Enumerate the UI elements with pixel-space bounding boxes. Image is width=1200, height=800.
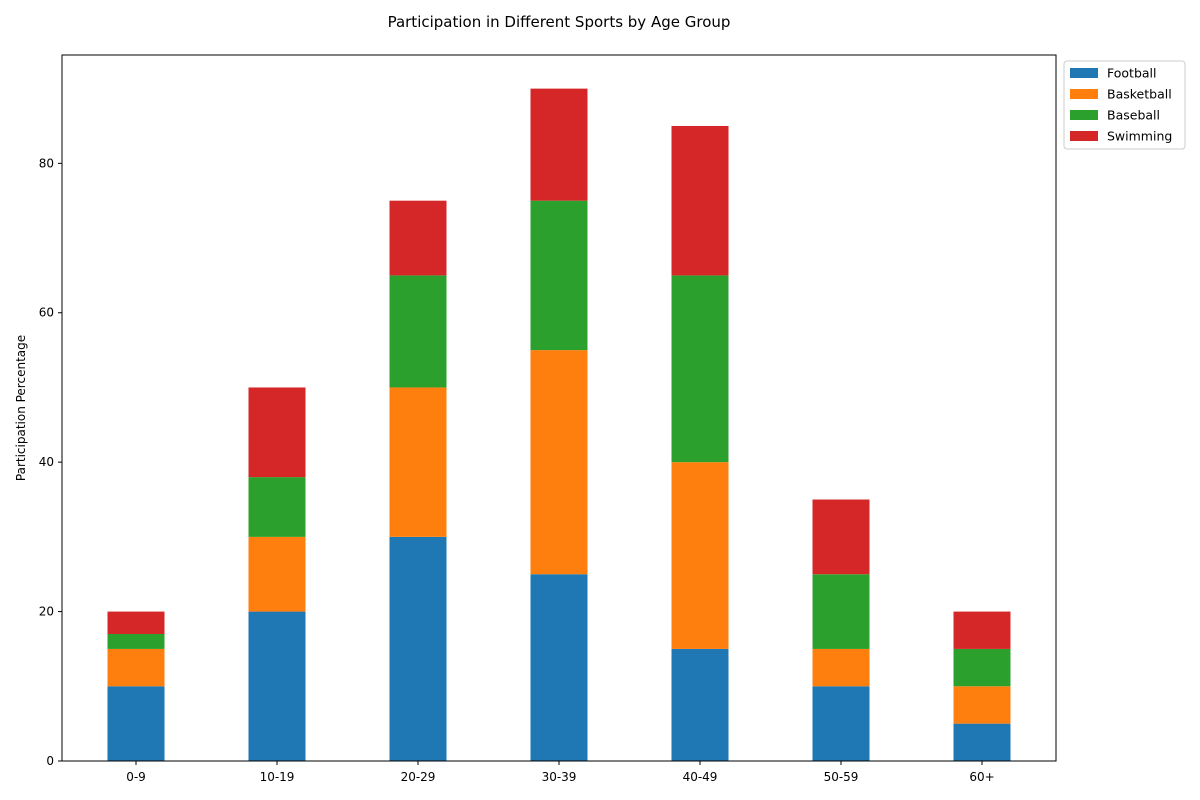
bar-football-50-59 [812,686,870,761]
x-tick-label: 50-59 [824,770,859,784]
bar-swimming-10-19 [248,387,306,478]
axes-group: 0-9 10-19 20-29 30-39 40-49 50-59 60+ 0 20 40 60 80 [39,54,1057,784]
x-tick-label: 0-9 [126,770,146,784]
bar-baseball-10-19 [248,477,306,537]
legend: Football Basketball Baseball Swimming [1063,60,1186,150]
legend-swatch-baseball [1070,110,1098,120]
bar-swimming-60+ [953,611,1011,649]
bar-football-60+ [953,723,1011,761]
bar-swimming-40-49 [671,125,729,276]
chart-title: Participation in Different Sports by Age… [388,13,731,31]
y-tick-label: 80 [39,156,54,170]
legend-label-swimming: Swimming [1107,129,1172,144]
bar-swimming-20-29 [389,200,447,276]
x-tick-label: 40-49 [683,770,718,784]
bar-baseball-30-39 [530,200,588,351]
bars-group [107,88,1011,761]
bar-baseball-50-59 [812,574,870,649]
bar-football-30-39 [530,574,588,761]
bar-baseball-0-9 [107,633,165,649]
bar-swimming-30-39 [530,88,588,201]
bar-swimming-0-9 [107,611,165,634]
bar-baseball-20-29 [389,275,447,388]
bar-basketball-30-39 [530,350,588,575]
bar-football-40-49 [671,648,729,761]
legend-swatch-football [1070,68,1098,78]
bar-basketball-50-59 [812,648,870,687]
legend-box [1063,60,1186,150]
bar-basketball-0-9 [107,648,165,687]
bar-football-20-29 [389,536,447,761]
bar-football-10-19 [248,611,306,761]
x-tick-label: 20-29 [401,770,436,784]
bar-baseball-60+ [953,648,1011,687]
bar-basketball-10-19 [248,536,306,612]
legend-label-football: Football [1107,66,1156,81]
bar-basketball-40-49 [671,462,729,649]
y-tick-label: 0 [46,754,54,768]
x-tick-label: 30-39 [542,770,577,784]
bar-football-0-9 [107,686,165,761]
x-tick-label: 10-19 [260,770,295,784]
bar-swimming-50-59 [812,499,870,575]
legend-swatch-swimming [1070,131,1098,141]
legend-swatch-basketball [1070,89,1098,99]
legend-label-baseball: Baseball [1107,108,1160,123]
y-tick-label: 20 [39,605,54,619]
bar-basketball-60+ [953,686,1011,724]
y-axis-label: Participation Percentage [14,335,28,481]
y-tick-label: 60 [39,306,54,320]
bar-baseball-40-49 [671,275,729,463]
bar-basketball-20-29 [389,387,447,537]
legend-label-basketball: Basketball [1107,87,1172,102]
y-tick-label: 40 [39,455,54,469]
x-tick-label: 60+ [969,770,994,784]
